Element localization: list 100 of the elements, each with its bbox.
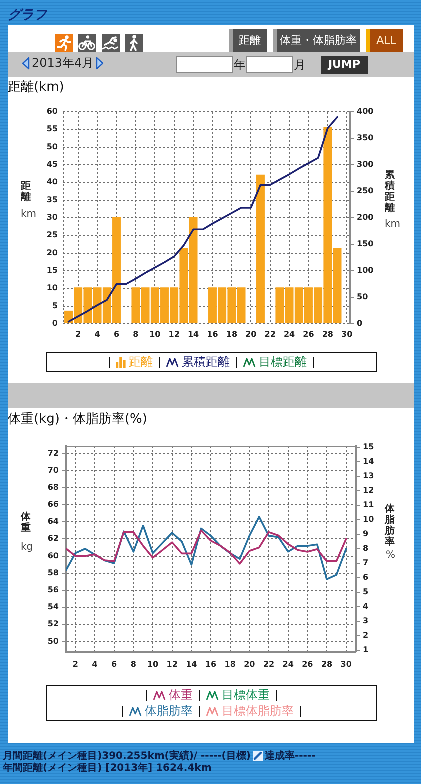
x-tick-label: 12	[168, 330, 180, 339]
x-tick-label: 30	[340, 660, 352, 669]
y2-tick-label: 50	[357, 292, 369, 302]
y2-axis-title: 累積距離 km	[385, 170, 401, 230]
x-tick-label: 28	[322, 330, 334, 339]
legend-label: 体重	[169, 688, 193, 702]
y-tick-label: 70	[48, 466, 60, 475]
x-tick-label: 12	[166, 660, 178, 669]
x-tick-label: 18	[226, 330, 238, 339]
y2-tick-label: 8	[363, 544, 369, 554]
y-tick-label: 0	[52, 319, 58, 328]
y-tick-label: 55	[46, 124, 58, 134]
y2-tick-label: 14	[363, 457, 375, 466]
legend-label: 距離	[129, 355, 153, 369]
text: 月間距離(メイン種目)390.255km(実績)/ -----(目標)	[3, 749, 251, 762]
y-axis-title: 体重 kg	[21, 512, 34, 553]
x-tick-label: 18	[224, 660, 236, 669]
y2-tick-label: 4	[363, 602, 369, 612]
y-tick-label: 66	[48, 500, 60, 510]
x-tick-label: 10	[150, 330, 162, 339]
bar	[256, 174, 265, 324]
text: グラフ	[8, 7, 47, 24]
y-tick-label: 25	[46, 230, 58, 240]
x-tick-label: 24	[284, 330, 296, 339]
x-tick-label: 22	[264, 330, 276, 339]
text: 2013年4月	[32, 54, 94, 72]
y-tick-label: 10	[46, 284, 58, 293]
y2-tick-label: 3	[363, 616, 369, 626]
legend-label: 目標距離	[259, 355, 307, 369]
chart-title: 距離(km)	[8, 79, 64, 96]
x-tick-label: 16	[205, 660, 217, 669]
y2-tick-label: 300	[357, 160, 374, 170]
x-tick-label: 10	[147, 660, 159, 669]
x-tick-label: 20	[244, 660, 256, 669]
y-tick-label: 30	[46, 213, 58, 222]
text: 体重・体脂肪率	[279, 33, 358, 49]
y-tick-label: 5	[52, 301, 58, 310]
y2-tick-label: 1	[363, 646, 369, 655]
y-axis-title: 距離 km	[21, 181, 37, 220]
y-tick-label: 58	[48, 568, 60, 578]
y2-tick-label: 11	[363, 500, 375, 510]
x-tick-label: 22	[263, 660, 275, 669]
legend-label: 体脂肪率	[145, 704, 193, 718]
y2-tick-label: 350	[357, 134, 374, 143]
y2-tick-label: 150	[357, 240, 374, 249]
y2-tick-label: 0	[357, 319, 363, 328]
chart-title: 体重(kg)・体脂肪率(%)	[8, 411, 148, 428]
text: 年間距離(メイン種目) [2013年] 1624.4km	[3, 762, 212, 775]
x-tick-label: 8	[133, 330, 140, 339]
y2-tick-label: 400	[357, 107, 374, 116]
text: 月	[294, 57, 306, 74]
x-tick-label: 4	[92, 660, 98, 669]
y2-tick-label: 12	[363, 486, 374, 496]
x-tick-label: 6	[114, 330, 120, 339]
x-tick-label: 24	[282, 660, 294, 669]
text: 年	[234, 57, 246, 74]
x-tick-label: 20	[246, 330, 258, 339]
y-tick-label: 50	[48, 636, 60, 646]
y-tick-label: 60	[48, 551, 60, 560]
x-tick-label: 4	[94, 330, 101, 339]
y2-tick-label: 250	[357, 186, 374, 196]
x-tick-label: 2	[76, 330, 82, 339]
x-tick-label: 8	[130, 660, 137, 669]
y-tick-label: 54	[48, 602, 60, 612]
x-tick-label: 2	[72, 660, 78, 669]
text: 距離	[238, 33, 262, 49]
x-tick-label: 14	[186, 660, 198, 669]
y2-tick-label: 5	[363, 588, 369, 597]
y2-tick-label: 10	[363, 515, 375, 524]
y2-tick-label: 15	[363, 442, 375, 452]
text: ALL	[376, 33, 398, 49]
y-tick-label: 45	[46, 160, 58, 170]
x-tick-label: 30	[342, 330, 354, 339]
y2-axis-title: 体脂肪率 %	[385, 504, 396, 561]
y-tick-label: 15	[46, 266, 58, 276]
y-tick-label: 56	[48, 586, 60, 595]
legend-label: 目標体重	[222, 688, 270, 702]
y2-tick-label: 13	[363, 472, 374, 481]
x-tick-label: 26	[302, 660, 314, 669]
y2-tick-label: 9	[363, 530, 369, 539]
x-tick-label: 28	[321, 660, 333, 669]
y-tick-label: 72	[48, 448, 59, 458]
y-tick-label: 68	[48, 482, 60, 492]
y-tick-label: 40	[46, 178, 58, 187]
y2-tick-label: 200	[357, 213, 374, 222]
y-tick-label: 60	[46, 107, 58, 116]
y-tick-label: 52	[48, 620, 59, 629]
y2-tick-label: 7	[363, 558, 369, 568]
x-tick-label: 16	[207, 330, 219, 339]
legend-label: 累積距離	[182, 355, 230, 369]
y2-tick-label: 2	[363, 631, 369, 640]
text: 達成率-----	[264, 749, 316, 763]
y-tick-label: 50	[46, 142, 58, 152]
y-tick-label: 20	[46, 248, 58, 258]
x-tick-label: 14	[188, 330, 200, 339]
y-tick-label: 62	[48, 534, 59, 544]
y-tick-label: 64	[48, 517, 60, 526]
x-tick-label: 6	[112, 660, 118, 669]
y-tick-label: 35	[46, 195, 58, 204]
x-tick-label: 26	[303, 330, 315, 339]
